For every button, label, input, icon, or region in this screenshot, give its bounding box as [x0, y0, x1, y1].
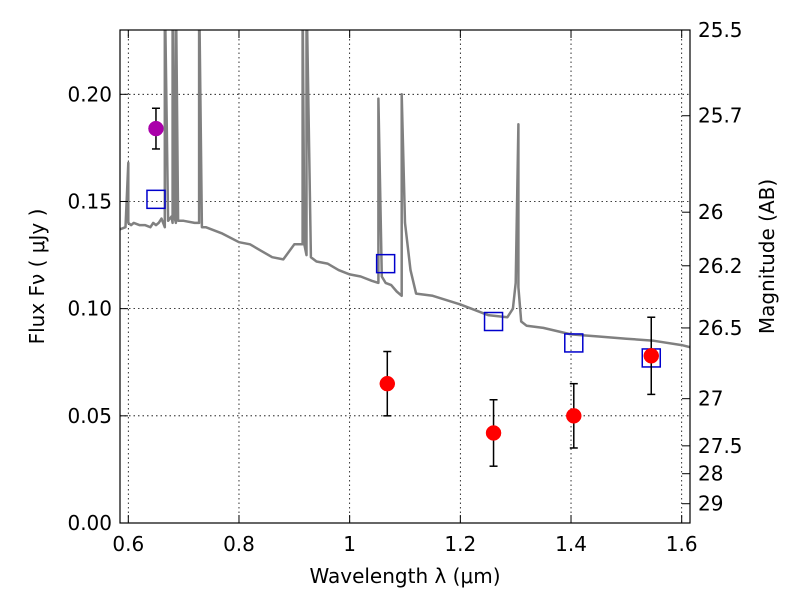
axis-ticks: 0.6 0.8 1 1.2 1.4 1.6 0.00 0.05 0.10 0.15 0.20 25.5… [67, 18, 742, 556]
y-axis-right-label: Magnitude (AB) [755, 179, 779, 334]
y-tick-label: 0.10 [67, 297, 112, 321]
mag-tick-label: 27 [698, 387, 723, 411]
y-axis-label: Flux Fν ( μJy ) [25, 209, 49, 345]
model-photometry-square [146, 189, 166, 210]
mag-tick-label: 26.5 [698, 316, 743, 340]
mag-tick-label: 27.5 [698, 434, 743, 458]
observed-data-point [485, 425, 502, 441]
spectrum-layer [120, 30, 690, 349]
mag-tick-label: 26 [698, 200, 723, 224]
x-tick-label: 0.6 [112, 532, 144, 556]
observed-data-point [379, 375, 396, 392]
model-photometry-square [564, 333, 584, 353]
y-tick-label: 0.05 [67, 404, 112, 428]
mag-tick-label: 25.7 [698, 104, 743, 128]
points-layer [146, 107, 662, 467]
mag-tick-label: 29 [698, 492, 723, 516]
x-tick-label: 1 [343, 532, 356, 556]
model-photometry-square [483, 311, 504, 332]
y-tick-label: 0.15 [67, 189, 112, 213]
x-tick-label: 1.2 [444, 532, 476, 556]
y-tick-label: 0.20 [67, 82, 112, 106]
observed-data-point [643, 348, 660, 364]
observed-data-point [566, 408, 582, 424]
grid-lines [120, 30, 690, 524]
observed-data-point [148, 120, 164, 137]
x-axis-label: Wavelength λ (μm) [309, 564, 500, 588]
mag-tick-label: 28 [698, 462, 723, 486]
spectrum-line [120, 30, 690, 349]
y-tick-label: 0.00 [67, 511, 112, 535]
x-tick-label: 0.8 [223, 532, 255, 556]
mag-tick-label: 25.5 [698, 18, 743, 42]
x-tick-label: 1.4 [555, 532, 587, 556]
x-tick-label: 1.6 [666, 532, 698, 556]
mag-tick-label: 26.2 [698, 254, 743, 278]
model-photometry-square [375, 253, 396, 274]
plot-frame [119, 29, 691, 524]
